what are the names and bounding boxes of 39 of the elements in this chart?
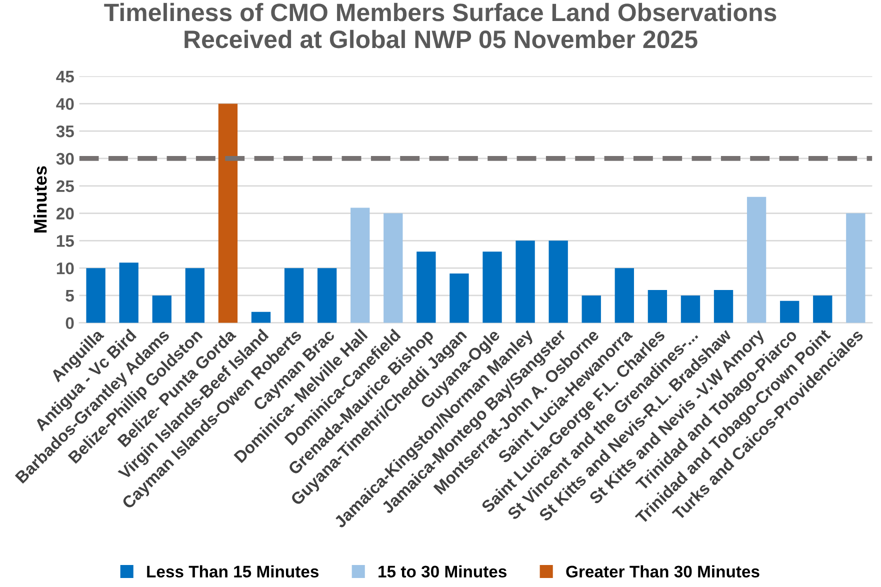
bar: [813, 295, 832, 323]
y-tick-label: 5: [66, 290, 74, 302]
bar: [384, 213, 403, 323]
y-tick-label: 30: [56, 152, 74, 165]
legend-label: Greater Than 30 Minutes: [566, 565, 760, 578]
y-tick-label: 10: [56, 262, 74, 274]
y-tick-label: 20: [56, 208, 74, 220]
bar: [218, 104, 238, 323]
y-tick-label: 15: [56, 235, 74, 247]
y-tick-label: 45: [56, 70, 74, 83]
bar: [185, 268, 204, 323]
bar: [450, 274, 469, 323]
bar: [482, 252, 502, 323]
bar: [680, 295, 700, 323]
legend-label: Less Than 15 Minutes: [147, 565, 319, 578]
bar: [780, 300, 800, 323]
bar: [846, 213, 866, 323]
y-tick-label: 35: [56, 126, 74, 138]
bar: [548, 240, 568, 323]
bar: [350, 208, 370, 323]
bar: [614, 268, 634, 323]
bar: [582, 295, 601, 323]
bar: [648, 290, 668, 323]
bar: [152, 295, 172, 323]
bar: [317, 268, 337, 323]
bar: [284, 268, 304, 323]
bar: [86, 268, 106, 323]
bar: [714, 290, 734, 323]
bar: [251, 312, 271, 323]
legend-label: 15 to 30 Minutes: [378, 565, 506, 578]
y-tick-label: 40: [56, 98, 74, 110]
y-tick-label: 0: [66, 317, 74, 330]
bar: [516, 240, 535, 323]
bar: [746, 196, 766, 323]
chart-title: Timeliness of CMO Members Surface Land Observations Received at Global NWP 05 November 2025: [104, 2, 776, 48]
bar: [119, 262, 138, 323]
bar: [416, 252, 436, 323]
y-tick-label: 25: [56, 180, 74, 192]
y-axis-title: Minutes: [34, 166, 47, 232]
